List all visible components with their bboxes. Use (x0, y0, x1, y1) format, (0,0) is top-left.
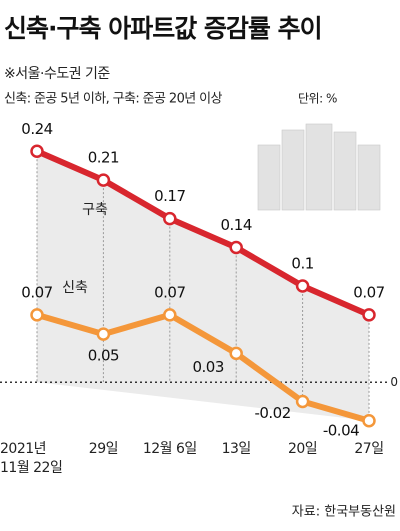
building-icon (257, 123, 381, 211)
value-label: 0.05 (88, 347, 119, 365)
series-label: 신축 (62, 280, 88, 296)
marker (30, 144, 44, 158)
source: 자료: 한국부동산원 (292, 505, 396, 520)
series-label: 구축 (82, 202, 108, 218)
marker (295, 279, 310, 293)
value-label: 0.07 (154, 283, 185, 301)
marker (229, 240, 243, 255)
x-tick-label: 13일 (221, 441, 252, 457)
marker (96, 327, 111, 341)
value-label: 0.1 (291, 255, 313, 273)
line (35, 148, 371, 318)
chart-title: 신축·구축 아파트값 증감률 추이 (4, 14, 322, 43)
marker (96, 173, 111, 187)
value-label: 0.03 (192, 358, 223, 376)
value-label: 0.24 (21, 120, 52, 138)
value-label: 0.17 (154, 187, 185, 205)
note: 신축: 준공 5년 이하, 구축: 준공 20년 이상 (4, 92, 223, 107)
value-label: -0.04 (323, 421, 359, 439)
value-label: 0.14 (220, 216, 251, 234)
unit: 단위: % (298, 92, 337, 106)
x-tick-label: 12월 6일 (142, 441, 197, 457)
y-tick-label: 0 (390, 375, 398, 389)
subtitle: ※서울·수도권 기준 (4, 66, 110, 82)
marker (163, 211, 177, 226)
value-label: -0.02 (254, 404, 290, 422)
marker (229, 346, 243, 361)
marker (30, 308, 44, 322)
marker (362, 308, 376, 322)
x-tick-label: 2021년 11월 22일 (0, 441, 63, 476)
marker (295, 394, 310, 409)
marker (163, 308, 177, 322)
value-label: 0.07 (353, 283, 384, 301)
x-tick-label: 27일 (354, 441, 384, 457)
marker (362, 414, 376, 428)
x-tick-label: 29일 (88, 441, 119, 457)
x-tick-label: 20일 (287, 441, 318, 457)
value-label: 0.07 (21, 283, 52, 301)
shade-area (37, 151, 369, 421)
line (36, 311, 370, 424)
value-label: 0.21 (88, 149, 119, 167)
